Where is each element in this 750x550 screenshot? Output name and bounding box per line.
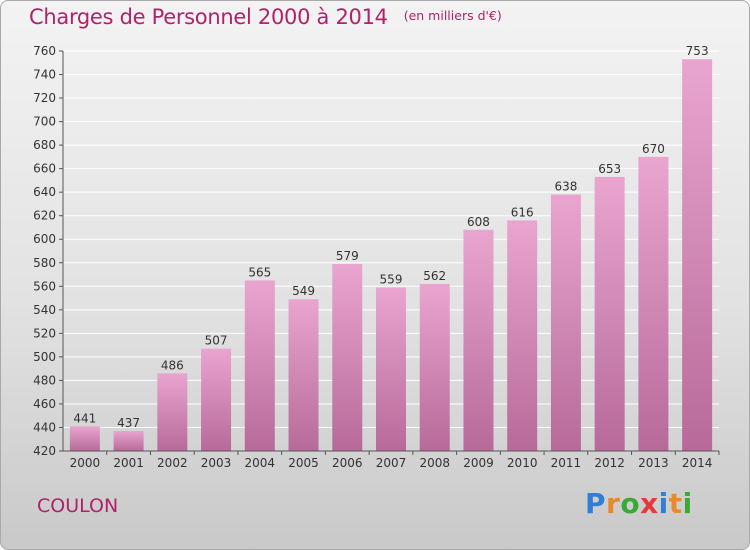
bar xyxy=(332,263,363,451)
data-label: 562 xyxy=(423,269,446,283)
data-label: 653 xyxy=(598,162,621,176)
x-tick-label: 2002 xyxy=(157,456,188,470)
axes xyxy=(59,50,720,455)
bars xyxy=(69,59,713,452)
logo-letter: t xyxy=(668,487,683,520)
x-tick-label: 2005 xyxy=(288,456,319,470)
logo-letter: o xyxy=(620,487,641,520)
x-tick-label: 2004 xyxy=(245,456,276,470)
bar xyxy=(69,426,100,451)
logo-letter: i xyxy=(658,487,669,520)
bar xyxy=(244,280,275,451)
bar xyxy=(376,287,406,451)
y-tick-label: 660 xyxy=(33,162,56,176)
logo-letter: i xyxy=(682,487,693,520)
y-tick-label: 580 xyxy=(33,256,56,270)
x-tick-label: 2003 xyxy=(201,456,232,470)
y-tick-label: 720 xyxy=(33,91,56,105)
logo-letter: x xyxy=(640,487,659,520)
data-label: 638 xyxy=(554,180,577,194)
x-tick-label: 2010 xyxy=(507,456,538,470)
x-tick-label: 2000 xyxy=(70,456,101,470)
commune-name: COULON xyxy=(37,495,119,517)
x-tick-label: 2009 xyxy=(463,456,494,470)
x-tick-label: 2008 xyxy=(419,456,450,470)
logo-letter: P xyxy=(585,487,607,520)
bar xyxy=(157,373,188,451)
y-tick-label: 520 xyxy=(33,326,56,340)
chart-subtitle: (en milliers d'€) xyxy=(403,8,502,23)
bar xyxy=(463,229,494,451)
bar xyxy=(201,348,232,451)
y-tick-label: 600 xyxy=(33,232,56,246)
data-label: 549 xyxy=(292,284,315,298)
data-label: 437 xyxy=(117,416,140,430)
data-label: 559 xyxy=(380,272,403,286)
chart-title: Charges de Personnel 2000 à 2014 xyxy=(29,5,388,29)
data-label: 441 xyxy=(73,411,96,425)
y-tick-label: 500 xyxy=(33,350,56,364)
data-label: 486 xyxy=(161,358,184,372)
y-tick-label: 560 xyxy=(33,279,56,293)
bar xyxy=(288,299,319,451)
data-label: 579 xyxy=(336,249,359,263)
title-row: Charges de Personnel 2000 à 2014 (en mill… xyxy=(29,5,502,29)
bar xyxy=(682,59,713,452)
data-label: 616 xyxy=(511,205,534,219)
x-tick-label: 2013 xyxy=(638,456,669,470)
bar xyxy=(507,220,538,451)
proxiti-logo: Proxiti xyxy=(585,487,693,520)
labels: 420 440 460 480 500 520 540 560 580 600 620 640 660 6… xyxy=(33,44,712,470)
y-tick-label: 680 xyxy=(33,138,56,152)
y-tick-label: 640 xyxy=(33,185,56,199)
data-label: 753 xyxy=(686,44,709,58)
x-tick-label: 2006 xyxy=(332,456,363,470)
y-tick-label: 700 xyxy=(33,115,56,129)
data-label: 608 xyxy=(467,215,490,229)
data-label: 565 xyxy=(248,265,271,279)
bar xyxy=(594,176,625,451)
y-tick-label: 480 xyxy=(33,373,56,387)
data-label: 507 xyxy=(205,334,228,348)
bar xyxy=(638,156,669,451)
bar xyxy=(550,194,581,451)
data-label: 670 xyxy=(642,142,665,156)
bar xyxy=(113,431,144,451)
y-tick-label: 540 xyxy=(33,303,56,317)
bar xyxy=(419,283,450,451)
y-tick-label: 620 xyxy=(33,209,56,223)
x-tick-label: 2012 xyxy=(594,456,625,470)
logo-letter: r xyxy=(606,487,621,520)
x-tick-label: 2014 xyxy=(682,456,713,470)
x-tick-label: 2007 xyxy=(376,456,407,470)
y-tick-label: 760 xyxy=(33,44,56,58)
x-tick-label: 2001 xyxy=(113,456,144,470)
y-tick-label: 460 xyxy=(33,397,56,411)
x-tick-label: 2011 xyxy=(551,456,582,470)
y-tick-label: 740 xyxy=(33,68,56,82)
y-tick-label: 420 xyxy=(33,444,56,458)
y-tick-label: 440 xyxy=(33,420,56,434)
